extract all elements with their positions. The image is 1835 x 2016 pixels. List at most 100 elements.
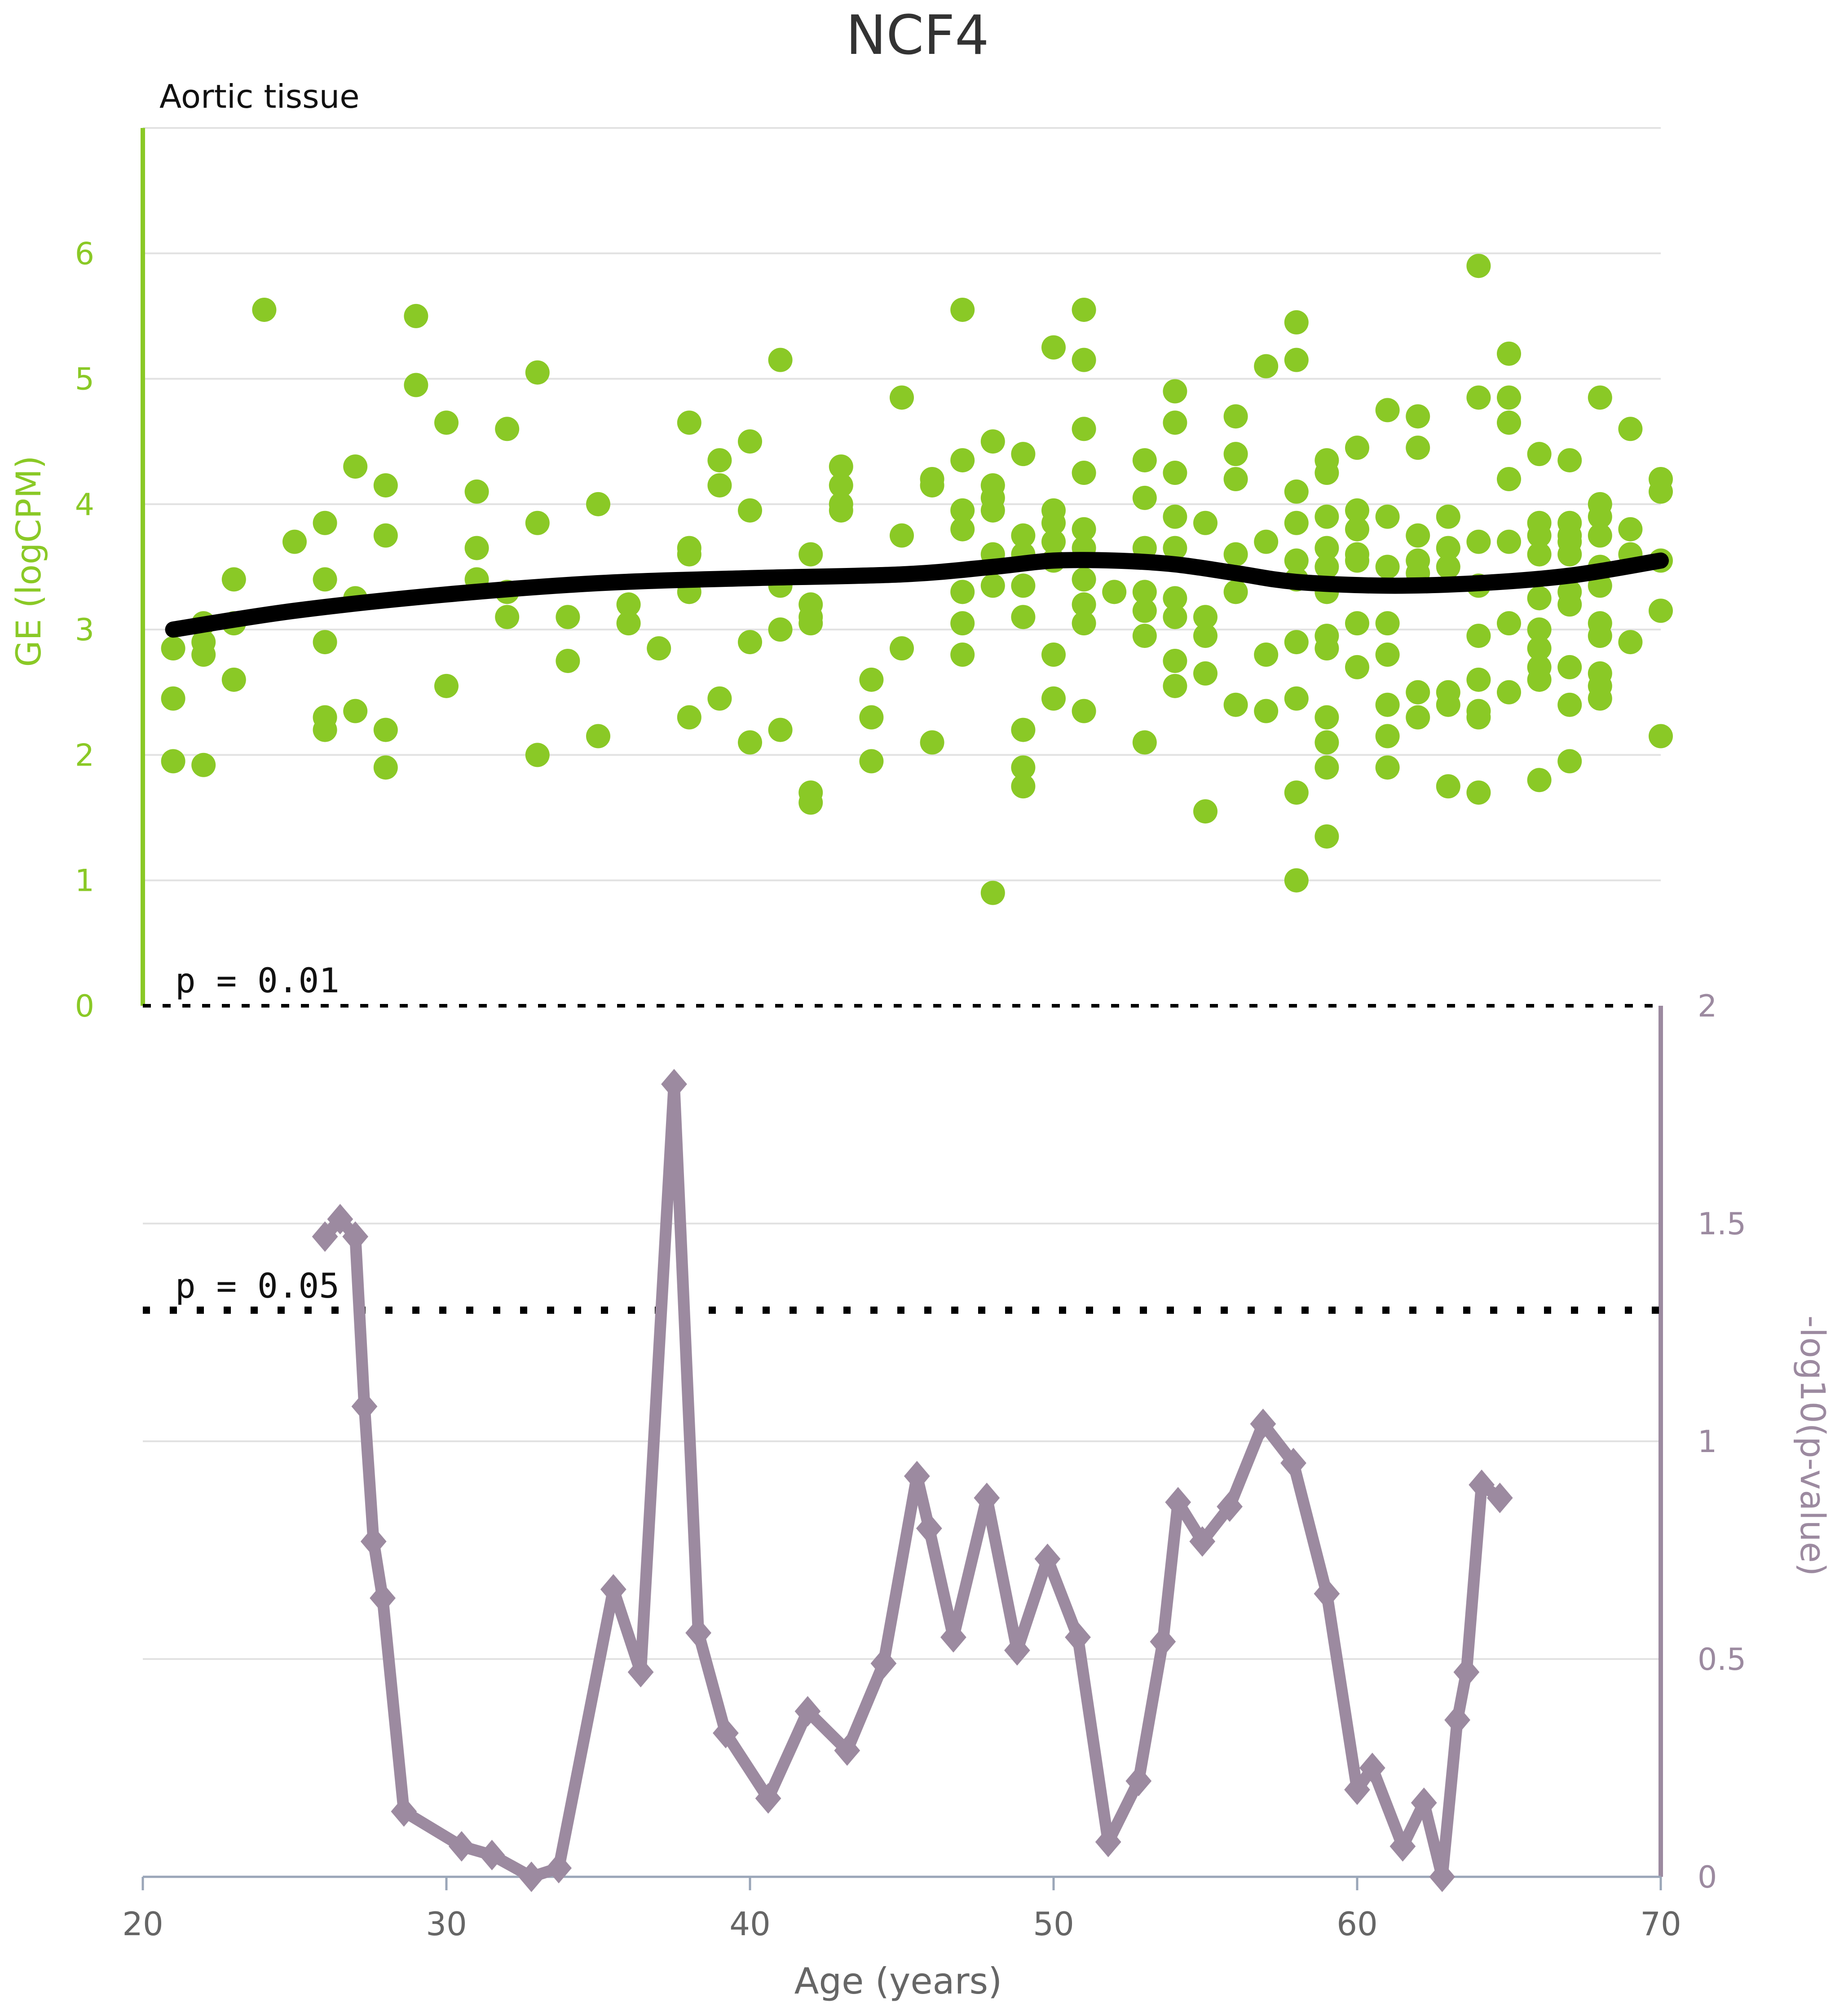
data-point [1011, 573, 1036, 598]
data-point [950, 448, 975, 473]
x-tick-label: 60 [1337, 1905, 1378, 1943]
data-point [980, 880, 1005, 905]
data-point [1527, 617, 1552, 642]
data-point [1284, 686, 1309, 711]
annotation-p005: p = 0.05 [175, 1266, 340, 1306]
lower-y-tick-label: 2 [1698, 989, 1717, 1024]
data-point [313, 567, 337, 592]
data-point [920, 473, 944, 497]
text-layer: NCF4 Aortic tissue Age (years) GE (logCP… [9, 4, 1833, 2002]
data-point [677, 542, 701, 567]
data-point [1345, 517, 1369, 541]
x-tick-label: 40 [729, 1905, 771, 1943]
data-point [1284, 310, 1309, 335]
pvalue-marker [940, 1622, 966, 1653]
data-point [313, 630, 337, 655]
data-point [495, 605, 520, 629]
data-point [980, 429, 1005, 454]
data-point [1193, 799, 1217, 824]
pvalue-marker [1429, 1862, 1456, 1892]
data-point [677, 705, 701, 730]
data-point [1163, 536, 1187, 560]
data-point [282, 529, 307, 554]
data-point [1072, 567, 1096, 592]
data-point [1041, 643, 1066, 667]
upper-y-tick-label: 3 [75, 612, 94, 648]
data-point [1041, 686, 1066, 711]
pvalue-marker [1453, 1657, 1480, 1688]
data-point [1497, 385, 1521, 410]
data-point [1345, 436, 1369, 460]
data-point [161, 686, 185, 711]
data-point [768, 348, 793, 372]
data-point [1649, 599, 1673, 623]
data-point [1649, 724, 1673, 748]
data-point [798, 790, 823, 815]
axes [141, 128, 1663, 1890]
x-axis-label: Age (years) [794, 1960, 1002, 2002]
x-tick-label: 20 [122, 1905, 163, 1943]
data-point [1163, 586, 1187, 611]
trend-line [165, 552, 1669, 638]
data-point [1557, 655, 1582, 679]
pvalue-marker [448, 1831, 475, 1862]
data-point [1436, 555, 1460, 579]
data-point [1223, 442, 1248, 467]
data-point [647, 636, 671, 661]
data-point [1406, 705, 1430, 730]
data-point [1557, 448, 1582, 473]
data-point [373, 755, 398, 780]
pvalue-marker [342, 1221, 369, 1252]
data-point [980, 573, 1005, 598]
data-point [1163, 673, 1187, 698]
data-point [1497, 467, 1521, 491]
data-point [313, 511, 337, 535]
data-point [707, 473, 732, 497]
data-point [1314, 705, 1339, 730]
data-point [677, 410, 701, 435]
data-point [1406, 404, 1430, 429]
data-point [1466, 624, 1491, 648]
data-point [1314, 636, 1339, 661]
data-point [920, 730, 944, 755]
data-point [586, 492, 610, 516]
pvalue-marker [391, 1796, 417, 1827]
reference-lines [143, 1004, 1661, 1314]
data-point [1132, 730, 1157, 755]
data-point [1527, 667, 1552, 692]
data-point [1527, 523, 1552, 548]
data-point [313, 717, 337, 742]
data-point [1406, 436, 1430, 460]
pvalue-marker [974, 1483, 1000, 1514]
data-point [859, 667, 884, 692]
pvalue-marker [546, 1853, 572, 1884]
pvalue-marker [1125, 1765, 1152, 1796]
data-point [1375, 724, 1400, 748]
data-point [191, 643, 216, 667]
data-point [1011, 755, 1036, 780]
data-point [1193, 661, 1217, 686]
data-point [1314, 504, 1339, 529]
data-point [1649, 479, 1673, 504]
data-point [1466, 254, 1491, 278]
pvalue-marker [351, 1391, 378, 1422]
lower-y-tick-label: 1 [1698, 1424, 1717, 1460]
data-point [1406, 680, 1430, 704]
data-point [1588, 504, 1612, 529]
data-point [556, 648, 580, 673]
data-point [161, 636, 185, 661]
upper-y-tick-label: 6 [75, 236, 94, 272]
pvalue-marker [1165, 1487, 1191, 1518]
pvalue-marker [479, 1840, 505, 1871]
data-point [1375, 692, 1400, 717]
pvalue-marker [1389, 1831, 1416, 1862]
data-point [1011, 774, 1036, 799]
data-point [1345, 548, 1369, 573]
data-point [252, 297, 277, 322]
data-point [890, 385, 914, 410]
data-point [1314, 730, 1339, 755]
data-point [343, 699, 368, 723]
data-point [161, 749, 185, 774]
data-point [829, 498, 853, 523]
data-point [1223, 542, 1248, 567]
